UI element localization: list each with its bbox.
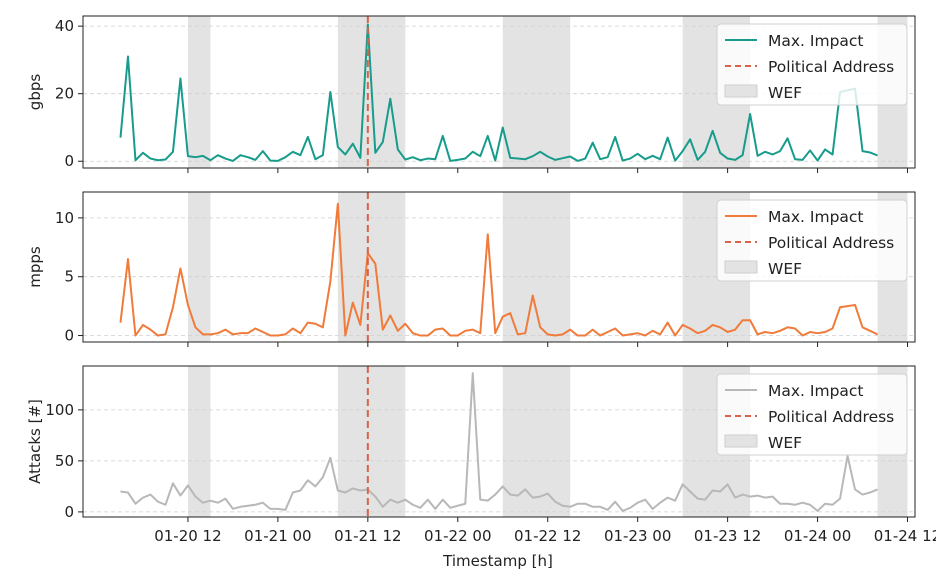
legend-label-max-impact: Max. Impact: [768, 208, 864, 226]
legend-label-political-address: Political Address: [768, 58, 894, 76]
panel-1: 0 20 40 gbps Max. Impact Political Address WEF: [26, 15, 916, 173]
legend: Max. Impact Political Address WEF: [716, 199, 908, 282]
legend-box: [716, 199, 908, 282]
x-tick-label: 01-21 00: [244, 527, 311, 545]
x-tick-label: 01-21 12: [334, 527, 401, 545]
legend-label-wef: WEF: [768, 434, 802, 452]
legend-label-political-address: Political Address: [768, 408, 894, 426]
legend: Max. Impact Political Address WEF: [716, 373, 908, 456]
y-axis-label: Attacks [#]: [26, 399, 44, 484]
x-tick-label: 01-20 12: [154, 527, 221, 545]
legend: Max. Impact Political Address WEF: [716, 23, 908, 106]
plot-frame: [82, 15, 916, 169]
wef-band: [187, 16, 211, 168]
y-tick-label: 0: [64, 327, 74, 345]
max-impact-line: [119, 23, 878, 162]
chart-panels: 0 20 40 gbps Max. Impact Political Address WEF…: [26, 15, 916, 522]
max-impact-line: [120, 372, 878, 512]
y-tick-label: 0: [64, 503, 74, 521]
y-axis-label: mpps: [26, 246, 44, 288]
plot-frame: [82, 365, 916, 518]
x-tick-label: 01-22 00: [424, 527, 491, 545]
y-tick-label: 50: [55, 452, 74, 470]
shared-x-axis: 01-20 12 01-21 00 01-21 12 01-22 00 01-22 12…: [154, 527, 936, 545]
wef-band: [187, 366, 211, 517]
y-tick-label: 10: [55, 209, 74, 227]
legend-swatch-wef: [724, 434, 758, 448]
x-tick-label: 01-22 12: [514, 527, 581, 545]
wef-band: [502, 16, 571, 168]
legend-label-wef: WEF: [768, 260, 802, 278]
legend-label-max-impact: Max. Impact: [768, 382, 864, 400]
wef-band: [187, 192, 211, 342]
y-tick-label: 5: [64, 268, 74, 286]
x-tick-label: 01-23 12: [694, 527, 761, 545]
y-tick-label: 100: [45, 401, 74, 419]
y-axis-label: gbps: [26, 74, 44, 111]
y-tick-label: 40: [55, 17, 74, 35]
x-axis-label: Timestamp [h]: [442, 552, 553, 570]
max-impact-line: [119, 202, 878, 337]
x-tick-label: 01-24 00: [784, 527, 851, 545]
x-tick-label: 01-24 12: [874, 527, 936, 545]
panel-2: 0 5 10 mpps Max. Impact Political Address WEF: [26, 191, 916, 347]
x-tick-label: 01-23 00: [604, 527, 671, 545]
y-tick-label: 0: [64, 152, 74, 170]
plot-frame: [82, 191, 916, 343]
wef-band: [502, 366, 571, 517]
legend-label-wef: WEF: [768, 84, 802, 102]
legend-label-political-address: Political Address: [768, 234, 894, 252]
legend-swatch-wef: [724, 84, 758, 98]
y-tick-label: 20: [55, 85, 74, 103]
legend-swatch-wef: [724, 260, 758, 274]
legend-box: [716, 23, 908, 106]
legend-box: [716, 373, 908, 456]
wef-band: [502, 192, 571, 342]
legend-label-max-impact: Max. Impact: [768, 32, 864, 50]
